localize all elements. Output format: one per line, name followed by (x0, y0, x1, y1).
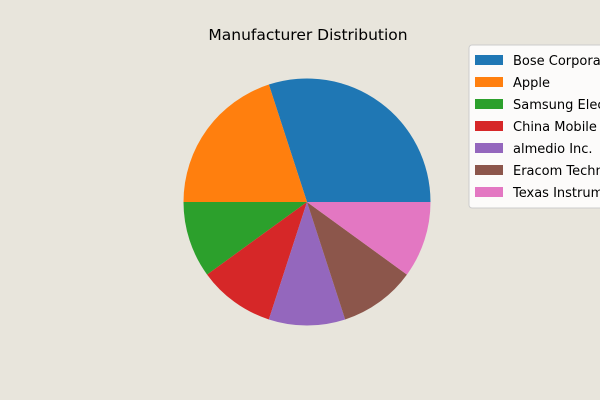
chart-title: Manufacturer Distribution (208, 26, 407, 44)
pie-slice-china-mobile (207, 202, 307, 320)
pie-slice-texas-instruments (307, 202, 431, 275)
pie-slices (183, 78, 431, 326)
legend-swatch (475, 121, 503, 131)
legend-label: Eracom Technologies (513, 164, 600, 179)
pie-slice-almedio-inc (268, 202, 346, 326)
pie-slice-bose-corporation (268, 78, 431, 202)
legend-label: Texas Instruments (512, 186, 600, 201)
pie-slice-apple (183, 84, 307, 202)
legend-label: Bose Corporation (513, 54, 600, 69)
legend: Bose Corporation Apple Samsung Electronics… (468, 44, 600, 209)
legend-swatch (475, 99, 503, 109)
legend-swatch (475, 55, 503, 65)
legend-swatch (475, 165, 503, 175)
legend-label: Apple (513, 76, 550, 91)
pie-slice-eracom-technologies (307, 202, 407, 320)
legend-label: China Mobile (513, 120, 597, 135)
legend-swatch (475, 187, 503, 197)
pie-slice-samsung-electronics (183, 202, 307, 275)
legend-label: almedio Inc. (513, 142, 593, 157)
legend-swatch (475, 77, 503, 87)
legend-swatch (475, 143, 503, 153)
legend-label: Samsung Electronics (513, 98, 600, 113)
